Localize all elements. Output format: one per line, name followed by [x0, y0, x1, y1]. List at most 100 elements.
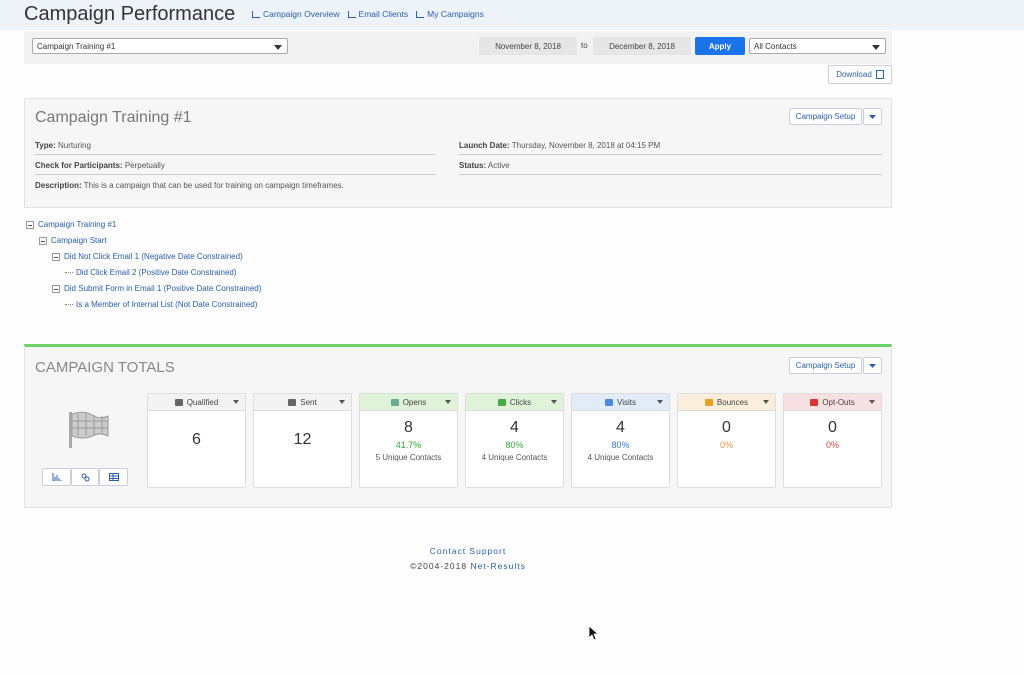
- flag-icon: [69, 411, 109, 448]
- nav-link[interactable]: My Campaigns: [416, 9, 484, 19]
- table-view-button[interactable]: [99, 468, 128, 486]
- caret: [763, 400, 769, 404]
- card-label: Opt-Outs: [822, 397, 855, 407]
- tree-node[interactable]: Campaign Start: [39, 236, 107, 245]
- nav-link[interactable]: Campaign Overview: [252, 9, 340, 19]
- contact-support-link[interactable]: Contact Support: [429, 546, 507, 556]
- card-rate: 41.7%: [395, 440, 422, 450]
- tree-toggle[interactable]: [52, 252, 60, 261]
- campaign-select[interactable]: Campaign Training #1: [32, 38, 288, 54]
- card-header[interactable]: Opt-Outs: [784, 394, 881, 411]
- date-separator: to: [581, 41, 588, 50]
- field-label: Launch Date:: [459, 141, 510, 150]
- card-value: 6: [192, 431, 201, 448]
- card-header[interactable]: Clicks: [466, 394, 563, 411]
- chart-view-button[interactable]: [42, 468, 71, 486]
- copyright: ©2004-2018 Net-Results: [0, 561, 936, 571]
- card-label: Clicks: [509, 397, 532, 407]
- card-icon: [704, 398, 713, 406]
- apply-button[interactable]: Apply: [695, 37, 745, 55]
- stat-card: Opens 8 41.7% 5 Unique Contacts: [359, 393, 458, 488]
- stat-card: Opt-Outs 0 0%: [783, 393, 882, 488]
- mouse-cursor: [588, 625, 600, 641]
- card-icon: [810, 398, 819, 406]
- field-label: Check for Participants:: [35, 161, 123, 170]
- nav-link[interactable]: Email Clients: [347, 9, 408, 19]
- detail-field: Type: Nurturing: [35, 141, 436, 155]
- card-value: 8: [404, 419, 413, 436]
- caret: [869, 114, 876, 119]
- nav-text: My Campaigns: [427, 9, 484, 19]
- detail-field: Description: This is a campaign that can…: [35, 181, 436, 195]
- caret: [445, 400, 451, 404]
- caret: [869, 363, 876, 368]
- card-rate: 0%: [719, 440, 733, 450]
- card-unique: 4 Unique Contacts: [587, 453, 654, 462]
- details-panel: [24, 98, 892, 208]
- contacts-select[interactable]: All Contacts: [749, 38, 886, 54]
- page-title: Campaign Performance: [24, 3, 236, 25]
- setup-dropdown[interactable]: [863, 357, 882, 374]
- select-text: Campaign Training #1: [37, 42, 116, 51]
- tree-toggle[interactable]: [52, 284, 60, 293]
- select-text: All Contacts: [754, 42, 797, 51]
- caret: [339, 400, 345, 404]
- icon: [52, 473, 62, 481]
- tree-connector: [65, 272, 73, 273]
- card-header[interactable]: Opens: [360, 394, 457, 411]
- tree-node[interactable]: Did Submit Form in Email 1 (Positive Dat…: [52, 284, 261, 293]
- tree-label: Campaign Start: [51, 236, 107, 245]
- card-rate: 80%: [611, 440, 630, 450]
- company-link[interactable]: Net-Results: [470, 561, 526, 571]
- card-value: 12: [293, 431, 312, 448]
- tree-toggle[interactable]: [39, 236, 47, 245]
- field-label: Status:: [459, 161, 487, 170]
- nav-icon: [347, 10, 356, 18]
- card-rate: 80%: [505, 440, 524, 450]
- card-icon: [174, 398, 183, 406]
- tree-node[interactable]: Campaign Training #1: [26, 220, 116, 229]
- card-header[interactable]: Sent: [254, 394, 351, 411]
- tree-connector: [65, 304, 73, 305]
- card-label: Visits: [617, 397, 636, 407]
- card-icon: [390, 398, 399, 406]
- field-value: Nurturing: [57, 141, 91, 150]
- card-header[interactable]: Visits: [572, 394, 669, 411]
- tree-label: Did Not Click Email 1 (Negative Date Con…: [64, 252, 243, 261]
- card-header[interactable]: Qualified: [148, 394, 245, 411]
- tree-node[interactable]: Did Click Email 2 (Positive Date Constra…: [65, 268, 237, 277]
- card-value: 4: [616, 419, 625, 436]
- card-rate: 0%: [825, 440, 839, 450]
- detail-field: Check for Participants: Perpetually: [35, 161, 436, 175]
- field-label: Type:: [35, 141, 56, 150]
- tree-toggle[interactable]: [26, 220, 34, 229]
- nav: Campaign Overview Email Clients My Campaig…: [252, 9, 484, 19]
- nav-icon: [252, 10, 260, 18]
- setup-button[interactable]: Campaign Setup: [789, 357, 862, 374]
- field-value: Perpetually: [124, 161, 165, 170]
- end-date[interactable]: December 8, 2018: [593, 37, 691, 55]
- field-label: Description:: [35, 181, 82, 190]
- details-title: Campaign Training #1: [35, 109, 192, 126]
- card-icon: [605, 398, 614, 406]
- detail-field: Status: Active: [459, 161, 882, 175]
- card-value: 0: [722, 419, 731, 436]
- card-header[interactable]: Bounces: [678, 394, 775, 411]
- detail-field: Launch Date: Thursday, November 8, 2018 …: [459, 141, 882, 155]
- start-date[interactable]: November 8, 2018: [479, 37, 577, 55]
- download-button[interactable]: Download: [828, 65, 892, 84]
- download-text: Download: [836, 70, 872, 79]
- field-value: This is a campaign that can be used for …: [83, 181, 344, 190]
- header-bar: [0, 0, 1024, 30]
- tree-node[interactable]: Did Not Click Email 1 (Negative Date Con…: [52, 252, 243, 261]
- stat-card: Clicks 4 80% 4 Unique Contacts: [465, 393, 564, 488]
- icon: [81, 473, 89, 481]
- tree-node[interactable]: Is a Member of Internal List (Not Date C…: [65, 300, 257, 309]
- nav-text: Campaign Overview: [263, 9, 340, 19]
- setup-button[interactable]: Campaign Setup: [789, 108, 862, 125]
- stat-card: Bounces 0 0%: [677, 393, 776, 488]
- setup-dropdown[interactable]: [863, 108, 882, 125]
- card-value: 4: [510, 419, 519, 436]
- tree-label: Did Click Email 2 (Positive Date Constra…: [76, 268, 237, 277]
- link-view-button[interactable]: [71, 468, 99, 486]
